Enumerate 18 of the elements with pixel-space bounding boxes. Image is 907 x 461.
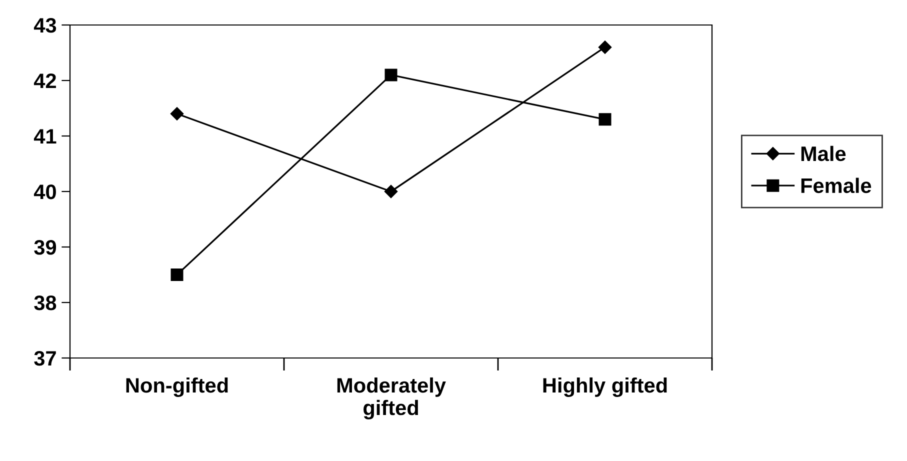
point <box>598 40 612 54</box>
point <box>384 184 398 198</box>
y-tick-label: 42 <box>34 74 56 88</box>
y-tick-label: 38 <box>34 296 56 310</box>
y-tick-label: 43 <box>34 18 56 33</box>
legend-label: Female <box>801 178 872 194</box>
y-tick-label: 39 <box>34 240 56 255</box>
y-tick-label: 40 <box>34 184 56 200</box>
y-tick-label: 41 <box>34 129 56 144</box>
legend-label: Male <box>801 146 846 162</box>
x-tick-label: Non-gifted <box>126 377 228 397</box>
point <box>598 113 612 126</box>
y-tick-label: 37 <box>34 351 56 366</box>
point <box>170 107 184 120</box>
x-tick-label: Moderately gifted <box>337 377 446 420</box>
point <box>170 268 184 281</box>
x-tick-label: Highly gifted <box>543 377 667 397</box>
point <box>384 68 398 82</box>
